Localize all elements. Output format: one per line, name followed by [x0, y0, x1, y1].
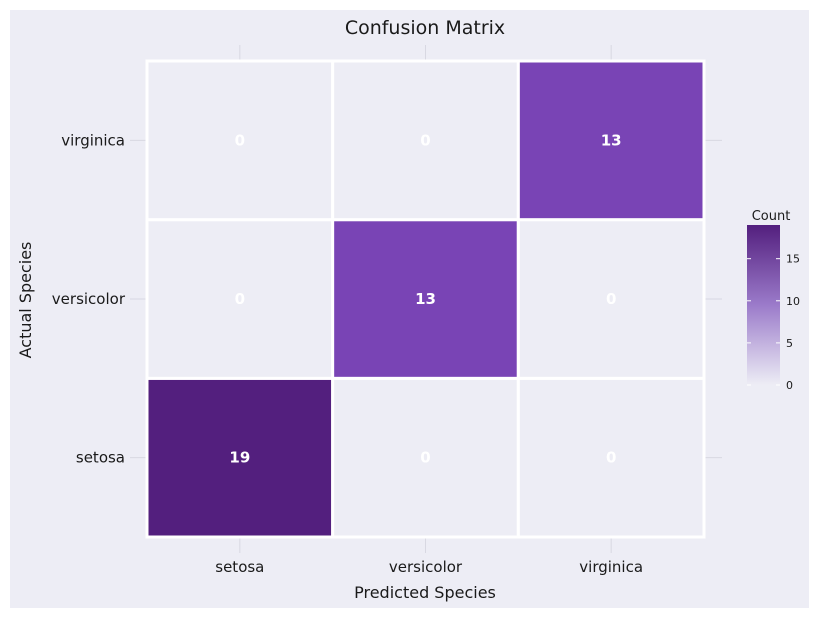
heatmap-cells: 19 0 0 0 13 0 0 0 13	[145, 59, 706, 539]
cell-value-label: 13	[601, 131, 622, 149]
heatmap-cell-virginica-versicolor	[331, 59, 520, 222]
heatmap-cell-virginica-setosa	[145, 59, 335, 222]
colorbar-tick-label: 15	[786, 253, 800, 266]
cell-value-label: 19	[229, 449, 250, 467]
colorbar-gradient	[747, 225, 780, 385]
cell-value-label: 0	[420, 131, 430, 149]
x-axis-title: Predicted Species	[354, 583, 496, 602]
y-tick-label: versicolor	[52, 290, 126, 308]
colorbar-tick-label: 5	[786, 337, 793, 350]
x-tick-label: virginica	[579, 558, 643, 576]
y-tick-label: virginica	[61, 131, 125, 149]
cell-value-label: 0	[420, 449, 430, 467]
cell-value-label: 0	[235, 290, 245, 308]
y-tick-label: setosa	[76, 449, 125, 467]
heatmap-cell-versicolor-setosa	[145, 218, 335, 380]
heatmap-cell-virginica-virginica	[516, 59, 706, 222]
y-tick-labels: setosa versicolor virginica	[52, 131, 126, 466]
x-tick-label: versicolor	[389, 558, 463, 576]
cell-value-label: 0	[606, 290, 616, 308]
colorbar: Count 0 5 10 15	[747, 209, 800, 392]
heatmap-cell-versicolor-virginica	[516, 218, 706, 380]
chart-title: Confusion Matrix	[345, 17, 505, 39]
cell-value-label: 0	[235, 131, 245, 149]
cell-value-label: 0	[606, 449, 616, 467]
y-axis-title: Actual Species	[16, 242, 35, 359]
colorbar-title: Count	[752, 209, 791, 224]
colorbar-tick-label: 0	[786, 379, 793, 392]
cell-value-label: 13	[415, 290, 436, 308]
heatmap-cell-versicolor-versicolor	[331, 218, 520, 380]
x-tick-labels: setosa versicolor virginica	[215, 558, 643, 576]
x-tick-label: setosa	[215, 558, 264, 576]
heatmap-cell-setosa-versicolor	[331, 376, 520, 539]
colorbar-tick-label: 10	[786, 295, 800, 308]
